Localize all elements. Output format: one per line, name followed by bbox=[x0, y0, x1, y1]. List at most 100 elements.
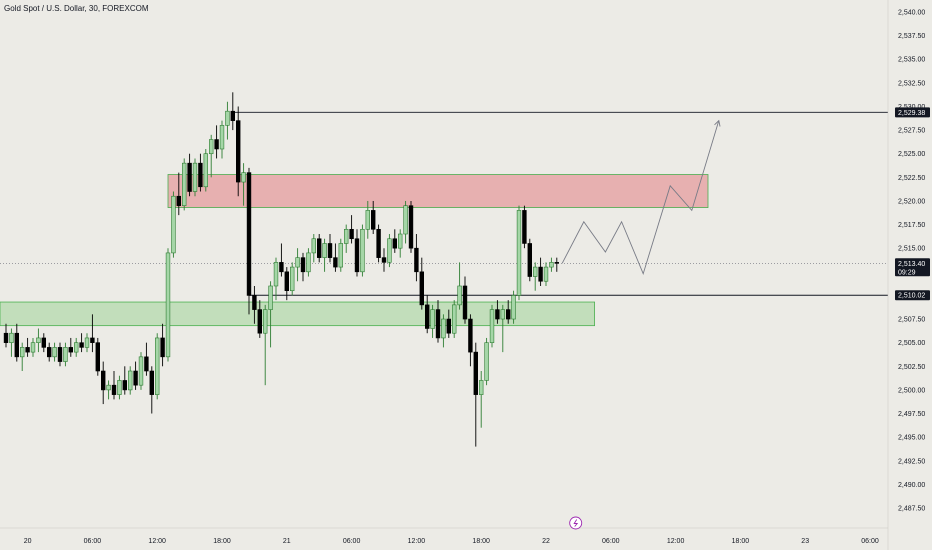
time-tick-label: 06:00 bbox=[343, 538, 361, 545]
last-price-tag-text: 09:29 bbox=[898, 269, 916, 276]
candle-body bbox=[484, 342, 489, 381]
candle-body bbox=[252, 295, 257, 310]
candle-body bbox=[370, 210, 376, 230]
projection-arrowhead bbox=[714, 119, 721, 127]
candle-body bbox=[63, 347, 68, 362]
candle-body bbox=[522, 210, 527, 244]
candle bbox=[473, 342, 478, 447]
support-zone bbox=[0, 301, 595, 327]
candle-body bbox=[84, 337, 90, 348]
candle-body bbox=[176, 195, 181, 206]
candle bbox=[106, 380, 111, 400]
candle bbox=[182, 158, 187, 211]
candle bbox=[489, 304, 495, 348]
candle bbox=[338, 238, 343, 272]
price-tick-label: 2,517.50 bbox=[898, 222, 925, 229]
candle-body bbox=[41, 337, 47, 348]
candle-body bbox=[554, 262, 560, 264]
lightning-icon-bolt bbox=[573, 519, 579, 527]
candle-body bbox=[90, 337, 95, 343]
candle-body bbox=[505, 309, 511, 320]
candle bbox=[500, 304, 505, 353]
candle-body bbox=[209, 139, 214, 155]
candle bbox=[176, 172, 181, 216]
candle-body bbox=[57, 347, 63, 362]
candle bbox=[74, 337, 79, 357]
candle bbox=[160, 323, 165, 367]
candle bbox=[516, 205, 522, 301]
candle bbox=[527, 238, 533, 282]
time-tick-label: 06:00 bbox=[861, 538, 879, 545]
candle bbox=[387, 234, 392, 268]
candle-body bbox=[424, 304, 430, 329]
candle bbox=[505, 300, 511, 324]
candle-body bbox=[419, 271, 424, 306]
price-tick-label: 2,537.50 bbox=[898, 33, 925, 40]
price-tick-label: 2,535.00 bbox=[898, 57, 925, 64]
lightning-icon-circle bbox=[569, 516, 583, 530]
candle bbox=[128, 366, 133, 395]
time-tick-label: 18:00 bbox=[213, 538, 231, 545]
candle bbox=[63, 342, 68, 367]
candle-body bbox=[138, 356, 144, 386]
candle bbox=[327, 234, 333, 263]
candle bbox=[457, 262, 462, 310]
time-tick-label: 12:00 bbox=[408, 538, 426, 545]
candle-body bbox=[381, 257, 387, 263]
candle bbox=[262, 304, 268, 386]
candle-body bbox=[408, 205, 414, 249]
candle bbox=[57, 342, 63, 367]
candle bbox=[543, 262, 549, 286]
candle bbox=[419, 257, 424, 310]
candle bbox=[209, 134, 214, 178]
candle-body bbox=[214, 139, 219, 150]
candle bbox=[284, 267, 289, 301]
candle bbox=[468, 314, 473, 367]
candle bbox=[122, 366, 128, 395]
candle-body bbox=[19, 347, 25, 358]
price-tick-label: 2,540.00 bbox=[898, 10, 925, 17]
candle-body bbox=[165, 252, 171, 358]
candle-body bbox=[9, 332, 14, 343]
candle-body bbox=[478, 380, 484, 395]
candle-body bbox=[122, 380, 128, 391]
candle bbox=[268, 281, 273, 348]
candle-body bbox=[457, 285, 462, 306]
candle bbox=[397, 229, 403, 258]
projection-path bbox=[561, 120, 720, 276]
candle-body bbox=[376, 228, 381, 258]
candle-body bbox=[236, 120, 241, 183]
candle bbox=[300, 252, 306, 282]
price-tick-label: 2,515.00 bbox=[898, 246, 925, 253]
candle bbox=[522, 205, 527, 249]
candle bbox=[219, 120, 225, 159]
candle bbox=[316, 234, 322, 263]
level-price-tag-bg bbox=[895, 290, 930, 301]
candle bbox=[538, 257, 543, 286]
candle bbox=[462, 276, 468, 324]
candle bbox=[149, 366, 154, 414]
candle-body bbox=[46, 347, 52, 358]
candle-body bbox=[3, 332, 9, 343]
candle-body bbox=[257, 309, 262, 334]
candle-body bbox=[25, 347, 30, 353]
candle bbox=[370, 200, 376, 235]
candle-body bbox=[68, 347, 74, 353]
candle bbox=[484, 337, 489, 386]
candle-body bbox=[79, 342, 84, 348]
candle bbox=[252, 285, 257, 324]
candle bbox=[381, 248, 387, 272]
candle-body bbox=[403, 205, 408, 235]
price-tick-label: 2,520.00 bbox=[898, 198, 925, 205]
level-price-tag-bg bbox=[895, 107, 930, 118]
candle-body bbox=[322, 243, 327, 258]
candle-body bbox=[182, 162, 187, 206]
candle-body bbox=[144, 356, 149, 372]
candle bbox=[68, 337, 74, 357]
candle-body bbox=[14, 332, 19, 358]
candle bbox=[424, 295, 430, 334]
candle-body bbox=[360, 228, 365, 273]
candle bbox=[246, 167, 252, 315]
